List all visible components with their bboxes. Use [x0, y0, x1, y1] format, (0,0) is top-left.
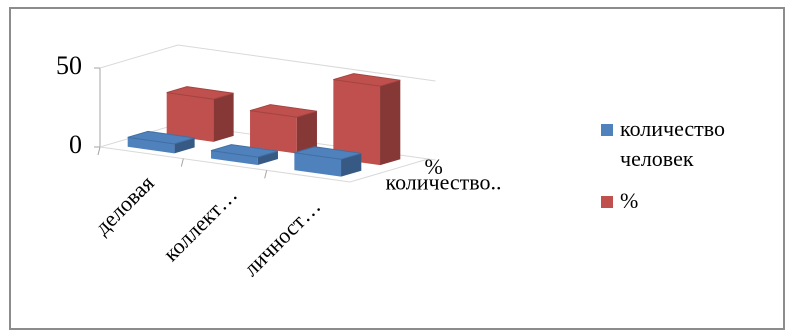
bar-front: [250, 110, 297, 154]
legend-label: %: [620, 188, 639, 213]
bar: [333, 73, 401, 166]
depth-label: %: [425, 154, 443, 179]
bar: [210, 144, 279, 166]
x-tick: [97, 146, 101, 156]
bar-top: [249, 104, 318, 118]
bar-front: [211, 150, 258, 166]
bar-front: [166, 92, 214, 142]
bar-top: [333, 73, 401, 87]
grid-line: [99, 44, 436, 82]
x-tick: [264, 170, 268, 179]
legend-swatch: [601, 124, 613, 136]
bar-top: [294, 146, 362, 160]
bar-side: [380, 80, 401, 166]
y-tick-label: 0: [69, 130, 82, 159]
x-tick: [180, 158, 184, 167]
bar-front: [127, 137, 175, 154]
legend-swatch: [601, 196, 613, 208]
legend-label: количество человек: [620, 116, 726, 171]
y-tick-label: 50: [56, 51, 82, 80]
bar-side: [257, 151, 278, 166]
bar-front: [333, 79, 381, 166]
bar-side: [174, 137, 195, 154]
bar: [127, 130, 195, 154]
bar-front: [294, 152, 342, 177]
bar-side: [213, 93, 234, 142]
bar-top: [166, 86, 234, 100]
bar: [249, 104, 318, 154]
bar: [294, 146, 362, 177]
bar-side: [341, 153, 362, 177]
depth-label: количество..: [386, 169, 502, 194]
bar: [166, 86, 234, 142]
bar-side: [296, 111, 317, 154]
bar-top: [127, 130, 195, 145]
bar-top: [210, 144, 279, 158]
